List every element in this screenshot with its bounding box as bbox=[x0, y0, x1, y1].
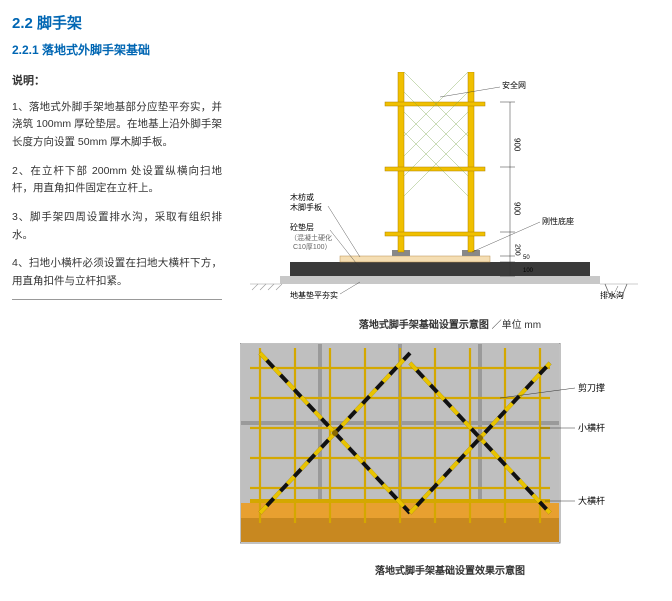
section-name: 脚手架 bbox=[37, 15, 82, 32]
label-rigid-base: 刚性底座 bbox=[542, 216, 574, 226]
two-column-layout: 说明： 1、落地式外脚手架地基部分应垫平夯实，并浇筑 100mm 厚砼垫层。在地… bbox=[12, 72, 660, 589]
subsection-number: 2.2.1 bbox=[12, 43, 39, 57]
ledger-top bbox=[385, 102, 485, 106]
label-big-cross: 大横杆 bbox=[578, 495, 605, 506]
subsection-title: 2.2.1 落地式外脚手架基础 bbox=[12, 41, 660, 58]
scaffold-grid bbox=[250, 348, 550, 523]
label-concrete: 砼垫层 bbox=[290, 222, 314, 232]
caption1-unit: ／单位 mm bbox=[492, 320, 541, 331]
label-wood-2: 木脚手板 bbox=[290, 202, 322, 212]
label-ground-flat: 地基垫平夯实 bbox=[290, 290, 338, 300]
ground-hatch-left bbox=[250, 284, 282, 290]
hardened-ground bbox=[280, 276, 600, 284]
concrete-slab bbox=[290, 262, 590, 276]
caption1-main: 落地式脚手架基础设置示意图 bbox=[359, 320, 489, 331]
text-column: 说明： 1、落地式外脚手架地基部分应垫平夯实，并浇筑 100mm 厚砼垫层。在地… bbox=[12, 72, 222, 589]
section-title: 2.2 脚手架 bbox=[12, 12, 660, 33]
explain-label: 说明： bbox=[12, 72, 222, 88]
section-number: 2.2 bbox=[12, 15, 33, 32]
dim-50: 50 bbox=[523, 255, 530, 261]
paragraph-3: 3、脚手架四周设置排水沟，采取有组织排水。 bbox=[12, 209, 222, 245]
ledger-mid bbox=[385, 167, 485, 171]
diagram1-caption: 落地式脚手架基础设置示意图 ／单位 mm bbox=[240, 316, 660, 331]
pole-left bbox=[398, 72, 404, 252]
dim-100: 100 bbox=[523, 268, 534, 274]
leader-wood bbox=[328, 206, 360, 257]
label-safety-net: 安全网 bbox=[502, 80, 526, 90]
caption2-main: 落地式脚手架基础设置效果示意图 bbox=[375, 566, 525, 577]
diagram-effect-svg: 剪刀撑 小横杆 大横杆 bbox=[240, 343, 640, 553]
subsection-name: 落地式外脚手架基础 bbox=[42, 43, 150, 57]
dim-900a: 900 bbox=[513, 138, 522, 152]
safety-net bbox=[404, 72, 468, 196]
paragraph-4: 4、扫地小横杆必须设置在扫地大横杆下方，用直角扣件与立杆扣紧。 bbox=[12, 255, 222, 291]
pole-right bbox=[468, 72, 474, 252]
label-concrete-note2: C10厚100） bbox=[293, 243, 332, 251]
diagram2-caption: 落地式脚手架基础设置效果示意图 bbox=[240, 562, 660, 577]
figure-column: 900 900 200 50 100 安全网 木枋或 木脚手板 砼垫层 （混凝土… bbox=[240, 72, 660, 589]
dim-900b: 900 bbox=[513, 202, 522, 216]
label-wood-1: 木枋或 bbox=[290, 192, 314, 202]
dim-200: 200 bbox=[514, 244, 521, 256]
wood-board bbox=[340, 256, 490, 262]
label-scissor: 剪刀撑 bbox=[578, 382, 605, 393]
paragraph-2: 2、在立杆下部 200mm 处设置纵横向扫地杆，用直角扣件固定在立杆上。 bbox=[12, 163, 222, 199]
diagram-foundation: 900 900 200 50 100 安全网 木枋或 木脚手板 砼垫层 （混凝土… bbox=[240, 72, 660, 310]
label-concrete-note1: （混凝土硬化 bbox=[290, 233, 332, 242]
paragraph-1: 1、落地式外脚手架地基部分应垫平夯实，并浇筑 100mm 厚砼垫层。在地基上沿外… bbox=[12, 99, 222, 153]
text-divider bbox=[12, 299, 222, 300]
diagram-foundation-svg: 900 900 200 50 100 安全网 木枋或 木脚手板 砼垫层 （混凝土… bbox=[240, 72, 640, 307]
label-drain: 排水沟 bbox=[600, 290, 624, 300]
ledger-low bbox=[385, 232, 485, 236]
leader-rigid bbox=[472, 222, 540, 252]
label-small-cross: 小横杆 bbox=[578, 422, 605, 433]
diagram-effect: 剪刀撑 小横杆 大横杆 bbox=[240, 343, 660, 556]
